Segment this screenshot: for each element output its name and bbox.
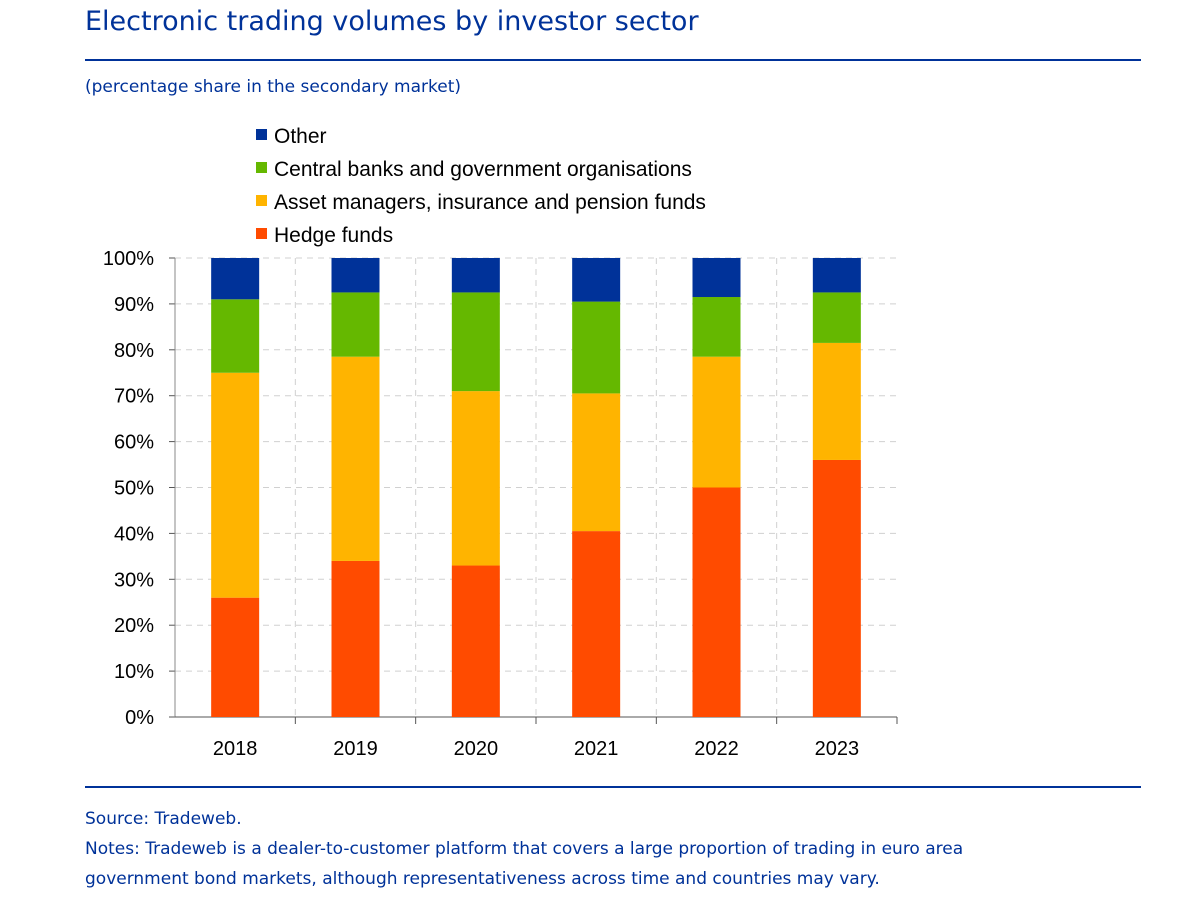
x-tick-label: 2018 <box>213 738 258 760</box>
bar-2023-other <box>812 258 861 293</box>
bar-2018-other <box>211 258 260 300</box>
legend-label: Hedge funds <box>274 224 393 247</box>
bar-2020-asset <box>451 391 500 566</box>
bar-2021-other <box>572 258 621 302</box>
legend-label: Central banks and government organisatio… <box>274 158 692 181</box>
y-tick-label: 20% <box>114 615 154 637</box>
bar-2020-other <box>451 258 500 293</box>
bar-2022-central <box>692 297 741 357</box>
bar-2020-central <box>451 292 500 392</box>
bar-2022-other <box>692 258 741 298</box>
bar-2021-central <box>572 301 621 394</box>
notes-line-2: government bond markets, although repres… <box>85 869 880 889</box>
bar-2022-asset <box>692 356 741 488</box>
y-tick-label: 50% <box>114 478 154 500</box>
bar-2021-hedge <box>572 531 621 717</box>
legend-swatch <box>256 228 267 239</box>
x-tick-label: 2023 <box>815 738 860 760</box>
legend-swatch <box>256 195 267 206</box>
y-tick-label: 10% <box>114 661 154 683</box>
title-divider <box>85 59 1141 61</box>
footer-divider <box>85 786 1141 788</box>
bar-2021-asset <box>572 393 621 532</box>
y-tick-label: 0% <box>125 707 154 729</box>
bar-2019-other <box>331 258 380 293</box>
bar-2023-hedge <box>812 459 861 717</box>
bar-2019-central <box>331 292 380 357</box>
y-tick-label: 30% <box>114 569 154 591</box>
bar-2018-asset <box>211 372 260 598</box>
bar-2020-hedge <box>451 565 500 717</box>
notes-line-1: Notes: Tradeweb is a dealer-to-customer … <box>85 839 964 859</box>
y-tick-label: 40% <box>114 523 154 545</box>
legend-label: Other <box>274 125 327 148</box>
legend-label: Asset managers, insurance and pension fu… <box>274 191 706 214</box>
x-tick-label: 2019 <box>333 738 378 760</box>
bar-2022-hedge <box>692 487 741 717</box>
bar-2019-asset <box>331 356 380 561</box>
x-tick-label: 2022 <box>694 738 739 760</box>
bar-2023-central <box>812 292 861 343</box>
y-tick-label: 100% <box>103 248 154 270</box>
legend-swatch <box>256 162 267 173</box>
bar-2023-asset <box>812 342 861 460</box>
legend-swatch <box>256 129 267 140</box>
bar-2018-hedge <box>211 597 260 717</box>
bar-2018-central <box>211 299 260 373</box>
bar-2019-hedge <box>331 560 380 717</box>
y-tick-label: 60% <box>114 432 154 454</box>
x-tick-label: 2020 <box>454 738 499 760</box>
y-tick-label: 90% <box>114 294 154 316</box>
x-tick-label: 2021 <box>574 738 619 760</box>
source-text: Source: Tradeweb. <box>85 809 242 829</box>
subtitle: (percentage share in the secondary marke… <box>85 77 462 97</box>
page-title: Electronic trading volumes by investor s… <box>85 6 699 37</box>
y-tick-label: 70% <box>114 386 154 408</box>
y-tick-label: 80% <box>114 340 154 362</box>
